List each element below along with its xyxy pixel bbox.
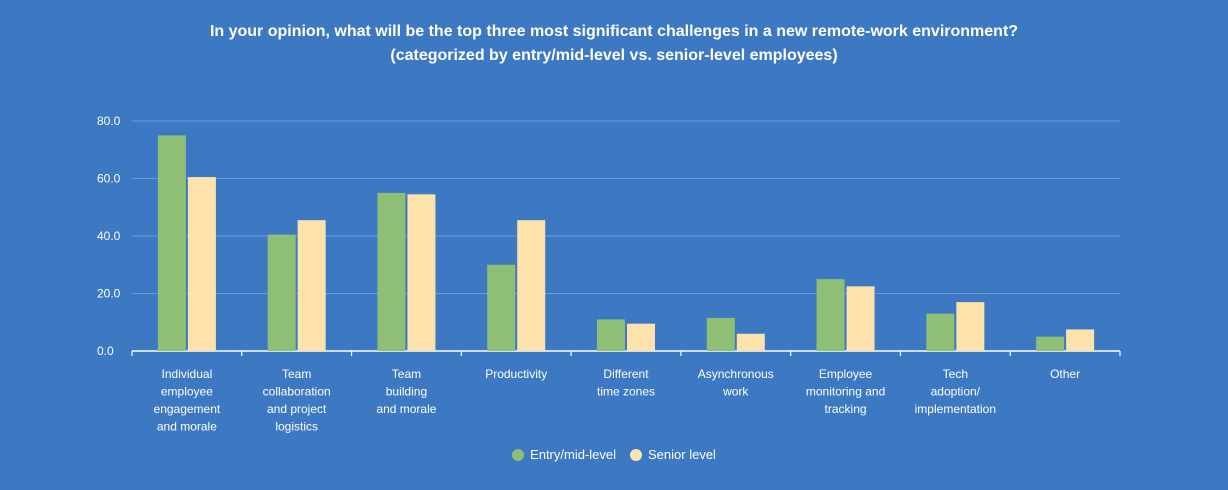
bar-senior xyxy=(517,220,546,351)
x-category-label: Tech adoption/implementation xyxy=(915,367,996,416)
legend-label-entry: Entry/mid-level xyxy=(530,447,617,462)
x-category-label: Other xyxy=(1050,367,1080,381)
y-tick-label: 20.0 xyxy=(97,287,121,301)
chart-title: In your opinion, what will be the top th… xyxy=(209,23,1019,40)
x-category-label: Asynchronous work xyxy=(698,367,774,399)
bar-entry xyxy=(377,192,406,351)
legend-item-entry[interactable]: Entry/mid-level xyxy=(512,447,616,462)
legend-label-senior: Senior level xyxy=(648,447,716,462)
bar-entry xyxy=(816,279,845,351)
x-category-label: Individual employee engagement and morale xyxy=(154,367,221,434)
x-category-label: Different time zones xyxy=(597,367,655,399)
bar-senior xyxy=(627,323,655,351)
bar-entry xyxy=(267,234,296,351)
bar-senior xyxy=(846,286,875,351)
bar-entry xyxy=(706,317,735,351)
x-category-label: Employee monitoring and tracking xyxy=(806,367,885,416)
chart-subtitle: (categorized by entry/mid-level vs. seni… xyxy=(390,47,838,64)
bar-entry xyxy=(487,264,516,351)
bar-senior xyxy=(187,177,216,351)
y-tick-label: 0.0 xyxy=(97,344,114,358)
legend-swatch-entry xyxy=(512,448,525,461)
x-category-label: Team collaboration and project logistics xyxy=(263,367,331,434)
bar-senior xyxy=(1066,329,1095,351)
chart-title-block: In your opinion, what will be the top th… xyxy=(0,20,1228,68)
bar-entry xyxy=(1036,336,1065,351)
y-tick-label: 60.0 xyxy=(97,172,121,186)
bar-senior xyxy=(736,333,765,351)
x-category-label: Team building and morale xyxy=(376,367,436,416)
bar-entry xyxy=(926,313,955,351)
bar-entry xyxy=(157,135,186,351)
legend-item-senior[interactable]: Senior level xyxy=(630,447,716,462)
y-tick-label: 40.0 xyxy=(97,229,121,243)
x-category-label: Productivity xyxy=(485,367,547,381)
bar-senior xyxy=(956,302,985,351)
y-tick-label: 80.0 xyxy=(97,114,121,128)
legend: Entry/mid-level Senior level xyxy=(0,447,1228,462)
bar-senior xyxy=(297,220,326,351)
legend-swatch-senior xyxy=(630,448,643,461)
bar-entry xyxy=(597,319,625,351)
bar-senior xyxy=(407,194,436,351)
